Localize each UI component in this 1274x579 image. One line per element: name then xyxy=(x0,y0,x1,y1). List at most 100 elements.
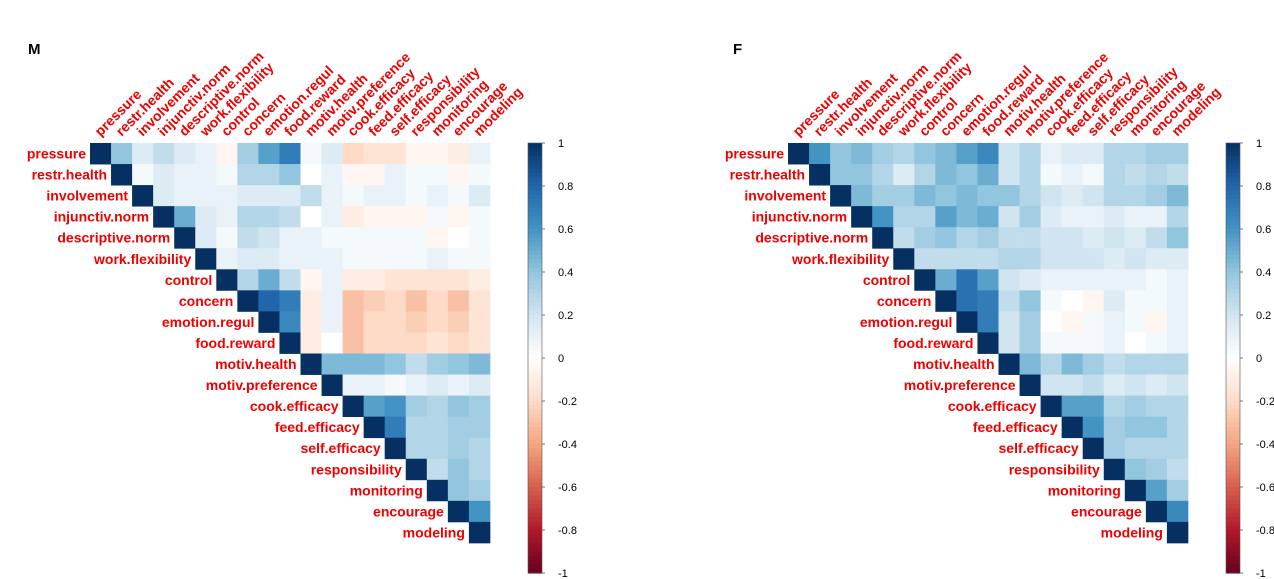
cell-concern-cook-efficacy xyxy=(1040,290,1063,312)
cell-emotion-regul-cook-efficacy xyxy=(342,311,365,333)
cell-work-flexibility-control xyxy=(216,248,238,270)
cell-work-flexibility-monitoring xyxy=(426,248,449,270)
cell-involvement-descriptive-norm xyxy=(872,185,894,207)
cell-involvement-motiv-health xyxy=(300,185,322,207)
cell-self-efficacy-self-efficacy xyxy=(1082,437,1105,460)
row-label-modeling: modeling xyxy=(1101,524,1163,540)
colorbar-segment xyxy=(1226,241,1240,247)
colorbar-tick-label: -0.2 xyxy=(1256,396,1274,408)
cell-injunctiv-norm-descriptive-norm xyxy=(174,206,196,228)
cell-emotion-regul-feed-efficacy xyxy=(363,311,386,333)
colorbar-segment xyxy=(1226,323,1240,329)
cell-descriptive-norm-monitoring xyxy=(426,227,449,249)
cell-self-efficacy-monitoring xyxy=(1124,437,1147,460)
cell-work-flexibility-control xyxy=(914,248,936,270)
colorbar-segment xyxy=(528,418,542,424)
cell-self-efficacy-encourage xyxy=(1145,437,1168,460)
cell-pressure-feed-efficacy xyxy=(363,143,386,165)
cell-emotion-regul-emotion-regul xyxy=(956,311,978,333)
cell-pressure-control xyxy=(914,143,936,165)
colorbar-segment xyxy=(1226,555,1240,561)
colorbar-segment xyxy=(1226,504,1240,510)
colorbar-segment xyxy=(1226,194,1240,200)
colorbar-segment xyxy=(528,229,542,234)
colorbar-segment xyxy=(528,474,542,479)
row-label-encourage: encourage xyxy=(1071,503,1142,519)
cell-work-flexibility-motiv-health xyxy=(998,248,1020,270)
row-label-food-reward: food.reward xyxy=(893,335,973,351)
cell-motiv-preference-cook-efficacy xyxy=(1040,374,1063,396)
cell-work-flexibility-food-reward xyxy=(279,248,301,270)
cell-injunctiv-norm-feed-efficacy xyxy=(363,206,386,228)
colorbar-segment xyxy=(1226,302,1240,307)
cell-work-flexibility-encourage xyxy=(447,248,470,270)
colorbar-segment xyxy=(1226,237,1240,243)
row-label-concern: concern xyxy=(179,293,233,309)
colorbar-segment xyxy=(528,366,542,372)
cell-involvement-modeling xyxy=(1166,185,1189,207)
row-label-monitoring: monitoring xyxy=(350,482,423,498)
colorbar-segment xyxy=(1226,310,1240,316)
colorbar-segment xyxy=(528,164,542,170)
cell-emotion-regul-self-efficacy xyxy=(384,311,407,333)
colorbar-segment xyxy=(528,211,542,217)
cell-control-emotion-regul xyxy=(258,269,280,291)
colorbar-segment xyxy=(1226,207,1240,213)
row-labels-f: pressure restr.health involvement injunctiv… xyxy=(725,146,1163,541)
cell-pressure-restr-health xyxy=(111,143,133,165)
cell-food-reward-cook-efficacy xyxy=(1040,332,1063,354)
cell-work-flexibility-food-reward xyxy=(977,248,999,270)
colorbar-segment xyxy=(1226,280,1240,286)
colorbar-segment xyxy=(1226,353,1240,359)
colorbar-segment xyxy=(1226,469,1240,475)
cell-feed-efficacy-responsibility xyxy=(1103,416,1126,439)
cell-descriptive-norm-encourage xyxy=(447,227,470,249)
colorbar-segment xyxy=(528,538,542,544)
cell-injunctiv-norm-control xyxy=(914,206,936,228)
colorbar-segment xyxy=(528,405,542,411)
colorbar-segment xyxy=(528,186,542,191)
colorbar-segment xyxy=(528,534,542,540)
colorbar-segment xyxy=(528,362,542,368)
cell-control-modeling xyxy=(1166,269,1189,291)
colorbar-segment xyxy=(528,392,542,398)
colorbar-segment xyxy=(1226,164,1240,170)
colorbar-segment xyxy=(1226,392,1240,398)
cell-pressure-concern xyxy=(237,143,259,165)
cell-control-concern xyxy=(935,269,957,291)
colorbar-segment xyxy=(1226,444,1240,449)
cell-restr-health-control xyxy=(216,164,238,186)
cell-restr-health-concern xyxy=(935,164,957,186)
cell-motiv-health-motiv-preference xyxy=(321,353,343,375)
column-labels-m: pressurerestr.healthinvolvementinjunctiv… xyxy=(91,48,525,140)
cell-food-reward-cook-efficacy xyxy=(342,332,365,354)
cell-work-flexibility-responsibility xyxy=(1103,248,1126,270)
cell-restr-health-cook-efficacy xyxy=(1040,164,1063,186)
cell-emotion-regul-modeling xyxy=(468,311,491,333)
cell-food-reward-food-reward xyxy=(977,332,999,354)
cell-pressure-motiv-health xyxy=(300,143,322,165)
cell-food-reward-monitoring xyxy=(1124,332,1147,354)
colorbar-segment xyxy=(528,340,542,346)
row-label-emotion-regul: emotion.regul xyxy=(860,314,953,330)
cell-descriptive-norm-motiv-preference xyxy=(321,227,343,249)
colorbar-segment xyxy=(1226,284,1240,290)
colorbar-segment xyxy=(1226,233,1240,239)
panel-title-f: F xyxy=(733,41,742,58)
cell-cook-efficacy-encourage xyxy=(1145,395,1168,418)
row-label-restr-health: restr.health xyxy=(32,167,107,183)
colorbar-segment xyxy=(528,530,542,535)
colorbar-segment xyxy=(528,315,542,320)
colorbar-segment xyxy=(528,280,542,286)
cell-concern-motiv-health xyxy=(300,290,322,312)
cell-restr-health-emotion-regul xyxy=(956,164,978,186)
row-label-involvement: involvement xyxy=(744,188,826,204)
panel-title-m: M xyxy=(28,41,41,58)
colorbar-segment xyxy=(528,435,542,441)
cell-descriptive-norm-descriptive-norm xyxy=(174,227,196,249)
cell-motiv-preference-cook-efficacy xyxy=(342,374,365,396)
cell-work-flexibility-encourage xyxy=(1145,248,1168,270)
colorbar-segment xyxy=(528,276,542,282)
colorbar-segment xyxy=(1226,560,1240,565)
colorbar-segment xyxy=(528,426,542,432)
